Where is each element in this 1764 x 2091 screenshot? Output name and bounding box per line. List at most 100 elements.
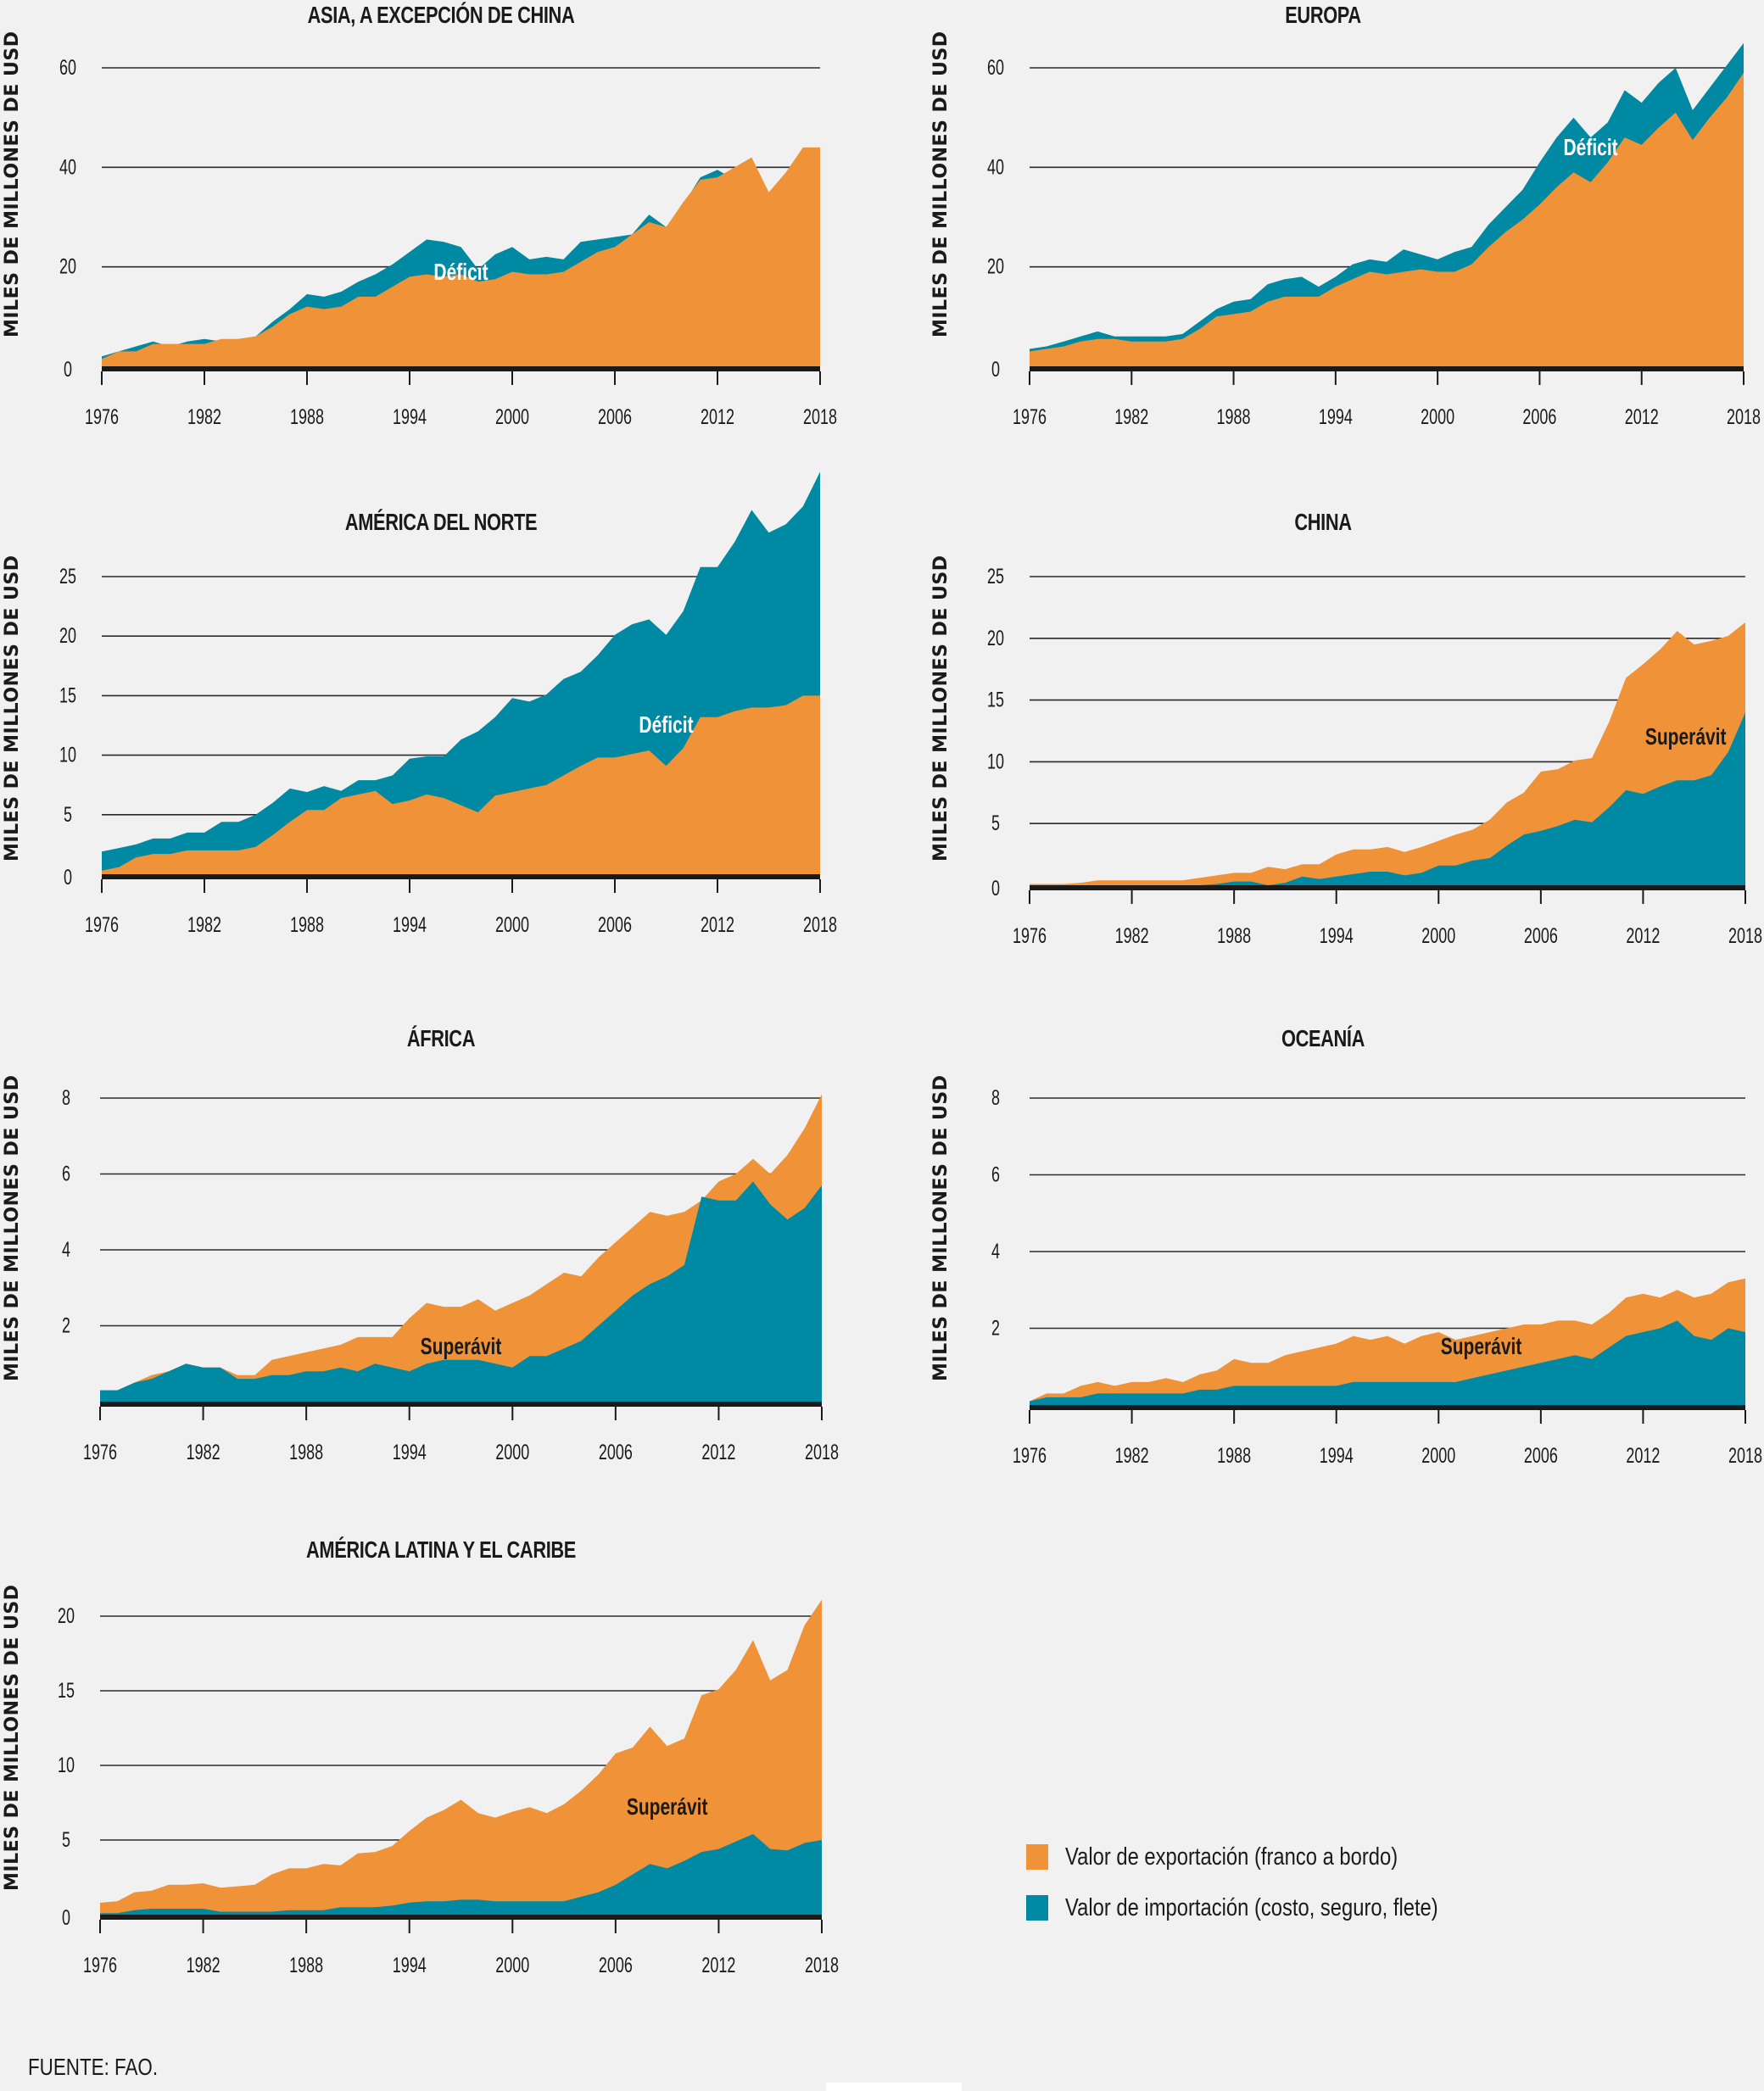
area-annotation: Superávit (627, 1794, 708, 1821)
y-tick-label: 60 (59, 55, 76, 80)
y-tick-label: 5 (991, 811, 1000, 835)
area-annotation: Superávit (421, 1334, 502, 1360)
x-tick-label: 2000 (495, 1953, 529, 1977)
y-tick-label: 10 (59, 743, 76, 767)
y-tick-label: 5 (64, 802, 72, 827)
panel-oceania: OCEANÍA MILES DE MILLONES DE USD 1976 198… (882, 1023, 1764, 1515)
y-tick-label: 15 (987, 688, 1004, 712)
chart-title: AMÉRICA LATINA Y EL CARIBE (306, 1536, 576, 1563)
import-area (1030, 1320, 1745, 1405)
x-tick-label: 1988 (1217, 923, 1251, 948)
y-tick-label: 8 (62, 1085, 70, 1110)
y-tick-label: 10 (58, 1753, 75, 1777)
import-area (1030, 712, 1745, 885)
y-tick-label: 2 (62, 1313, 70, 1338)
x-tick-label: 2006 (598, 912, 632, 937)
y-tick-label: 2 (991, 1316, 1000, 1341)
y-tick-label: 20 (987, 626, 1004, 650)
x-tick-label: 2000 (1421, 1443, 1455, 1468)
chart-svg: 1976 1982 1988 1994 2000 2006 2012 2018 0 5 10 15 20… (987, 564, 1762, 948)
y-tick-label: 0 (64, 357, 72, 382)
x-tick-label: 2000 (495, 1440, 529, 1464)
chart-title: CHINA (1294, 509, 1352, 535)
import-area (100, 1834, 822, 1915)
area-annotation: Superávit (1441, 1334, 1522, 1360)
x-tick-label: 2000 (1421, 923, 1455, 948)
y-tick-label: 25 (987, 564, 1004, 588)
y-tick-label: 4 (991, 1239, 1000, 1263)
x-tick-label: 1994 (393, 404, 427, 429)
x-tick-label: 1988 (1217, 1443, 1251, 1468)
x-tick-label: 1976 (1013, 923, 1047, 948)
x-tick-label: 1976 (83, 1953, 117, 1977)
y-tick-label: 20 (58, 1603, 75, 1628)
y-tick-label: 0 (64, 865, 72, 889)
x-tick-label: 1994 (393, 1953, 427, 1977)
chart-svg: 1976 1982 1988 1994 2000 2006 2012 2018 2 4 6 8 Supe… (62, 1085, 839, 1464)
chart-svg: 1976 1982 1988 1994 2000 2006 2012 2018 0 20 40 60 D… (987, 42, 1761, 429)
x-tick-label: 1994 (393, 912, 427, 937)
panel-asia: ASIA, A EXCEPCIÓN DE CHINA MILES DE MILL… (0, 0, 882, 492)
export-area (102, 695, 820, 874)
legend-label-export: Valor de exportación (franco a bordo) (1065, 1843, 1398, 1871)
x-tick-label: 2012 (1625, 404, 1659, 429)
y-tick-label: 5 (62, 1827, 70, 1852)
y-tick-label: 0 (991, 876, 1000, 901)
x-tick-label: 2000 (1421, 404, 1454, 429)
x-tick-label: 1982 (187, 1440, 220, 1464)
x-tick-label: 2018 (803, 912, 837, 937)
source-note: FUENTE: FAO. (28, 2054, 159, 2080)
chart-title: AMÉRICA DEL NORTE (344, 509, 538, 535)
x-tick-label: 2000 (495, 912, 529, 937)
chart-svg: 1976 1982 1988 1994 2000 2006 2012 2018 0 5 10 15 20… (59, 471, 837, 937)
chart-svg: 1976 1982 1988 1994 2000 2006 2012 2018 0 5 10 15 20… (58, 1599, 839, 1977)
x-tick-label: 2006 (599, 1440, 633, 1464)
y-tick-label: 0 (62, 1905, 70, 1930)
x-tick-label: 2012 (1626, 1443, 1660, 1468)
legend: Valor de exportación (franco a bordo) Va… (1026, 1832, 1520, 1933)
y-tick-label: 6 (991, 1163, 1000, 1187)
panel-africa: ÁFRICA MILES DE MILLONES DE USD 1976 1982… (0, 1023, 882, 1515)
y-tick-label: 60 (987, 55, 1004, 80)
x-tick-label: 1976 (1013, 404, 1047, 429)
x-tick-label: 1982 (187, 912, 221, 937)
export-area (102, 147, 820, 366)
legend-item-import: Valor de importación (costo, seguro, fle… (1026, 1882, 1520, 1933)
x-tick-label: 2018 (1727, 404, 1761, 429)
y-tick-label: 15 (58, 1678, 75, 1703)
x-tick-label: 2006 (1522, 404, 1556, 429)
x-tick-label: 1982 (187, 1953, 220, 1977)
x-tick-label: 2018 (805, 1953, 839, 1977)
x-tick-label: 1976 (85, 912, 119, 937)
chart-svg: 1976 1982 1988 1994 2000 2006 2012 2018 2 4 6 8 Supe… (991, 1085, 1762, 1468)
chart-title: OCEANÍA (1281, 1025, 1365, 1051)
y-tick-label: 0 (991, 357, 1000, 382)
x-tick-label: 2018 (805, 1440, 839, 1464)
legend-label-import: Valor de importación (costo, seguro, fle… (1065, 1893, 1438, 1921)
area-annotation: Déficit (433, 259, 488, 286)
x-tick-label: 1988 (289, 1953, 323, 1977)
x-tick-label: 1988 (290, 912, 324, 937)
y-tick-label: 10 (987, 749, 1004, 773)
x-tick-label: 2012 (701, 1440, 735, 1464)
panel-america-norte: AMÉRICA DEL NORTE MILES DE MILLONES DE U… (0, 471, 882, 999)
import-area (100, 1181, 822, 1402)
y-tick-label: 4 (62, 1237, 70, 1262)
chart-title: ÁFRICA (406, 1025, 476, 1051)
chart-title: ASIA, A EXCEPCIÓN DE CHINA (307, 2, 575, 28)
x-tick-label: 2012 (701, 912, 734, 937)
x-tick-label: 1976 (83, 1440, 117, 1464)
export-area (1030, 72, 1744, 367)
x-tick-label: 1994 (1320, 923, 1354, 948)
x-tick-label: 1988 (289, 1440, 323, 1464)
x-tick-label: 1994 (1319, 404, 1353, 429)
page-tab (826, 2083, 962, 2091)
export-area (1030, 622, 1745, 885)
x-tick-label: 2018 (1728, 1443, 1762, 1468)
x-tick-label: 2006 (1524, 923, 1558, 948)
x-tick-label: 2018 (1728, 923, 1762, 948)
x-tick-label: 1988 (1217, 404, 1251, 429)
y-tick-label: 8 (991, 1085, 1000, 1110)
x-tick-label: 2012 (701, 404, 734, 429)
area-annotation: Superávit (1645, 724, 1727, 750)
